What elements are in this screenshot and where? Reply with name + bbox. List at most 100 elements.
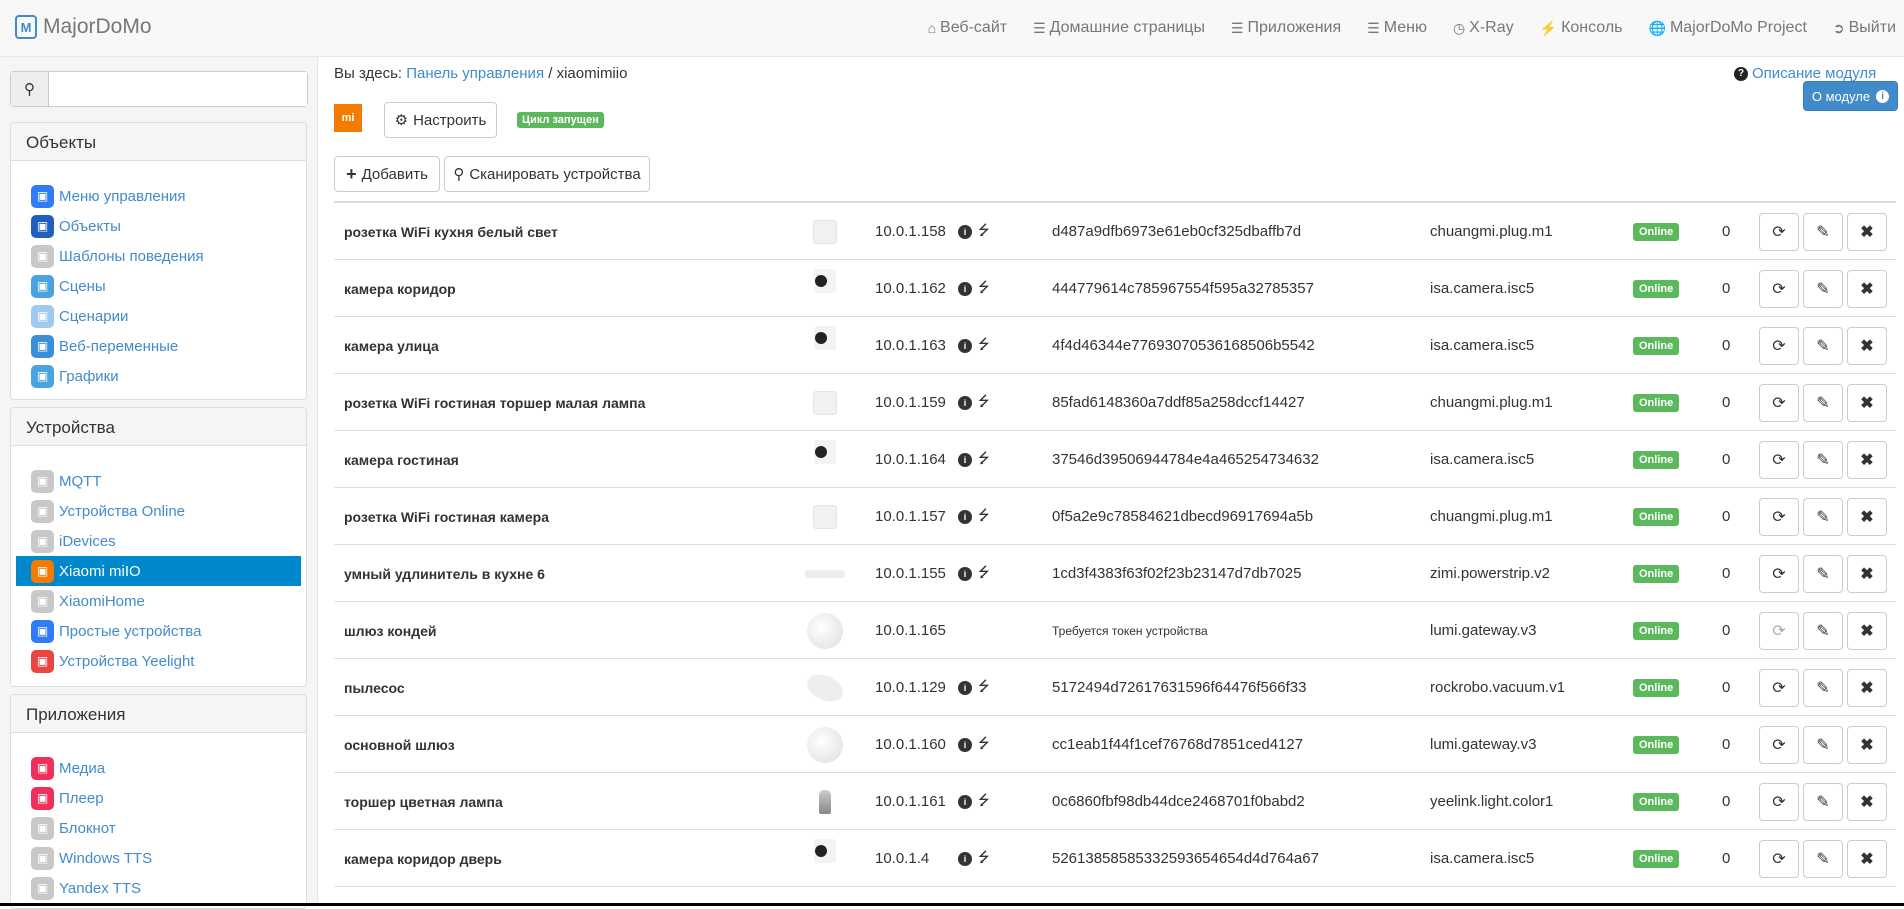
edit-button[interactable]: ✎ [1803,212,1843,251]
info-icon[interactable]: i [958,851,972,866]
edit-button[interactable]: ✎ [1803,440,1843,479]
device-name[interactable]: основной шлюз [344,736,455,753]
refresh-button[interactable]: ⟳ [1759,326,1799,365]
edit-button[interactable]: ✎ [1803,383,1843,422]
bolt-icon[interactable]: ⭍ [978,734,990,751]
bolt-icon[interactable]: ⭍ [978,791,990,808]
info-icon[interactable]: i [958,452,972,467]
device-name[interactable]: камера коридор [344,280,456,297]
sidebar-item[interactable]: ▣ Xiaomi miIO [16,556,301,586]
refresh-button[interactable]: ⟳ [1759,782,1799,821]
device-name[interactable]: умный удлинитель в кухне 6 [344,565,545,582]
bolt-icon[interactable]: ⭍ [978,221,990,238]
refresh-button[interactable]: ⟳ [1759,269,1799,308]
info-icon[interactable]: i [958,794,972,809]
info-icon[interactable]: i [958,224,972,239]
edit-button[interactable]: ✎ [1803,497,1843,536]
sidebar-item[interactable]: ▣ Устройства Online [11,496,306,526]
refresh-button[interactable]: ⟳ [1759,839,1799,878]
sidebar-item[interactable]: ▣ Медиа [11,753,306,783]
sidebar-item[interactable]: ▣ XiaomiHome [11,586,306,616]
nav-item-6[interactable]: 🌐 MajorDoMo Project [1649,19,1807,37]
bolt-icon[interactable]: ⭍ [978,677,990,694]
delete-button[interactable]: ✖ [1847,212,1887,251]
info-icon[interactable]: i [958,509,972,524]
sidebar-item[interactable]: ▣ Объекты [11,211,306,241]
bolt-icon[interactable]: ⭍ [978,563,990,580]
device-name[interactable]: камера гостиная [344,451,459,468]
refresh-button[interactable]: ⟳ [1759,554,1799,593]
delete-button[interactable]: ✖ [1847,725,1887,764]
search-input[interactable] [49,72,307,106]
about-module-button[interactable]: О модуле i [1803,81,1898,111]
delete-button[interactable]: ✖ [1847,383,1887,422]
info-icon[interactable]: i [958,338,972,353]
device-name[interactable]: камера улица [344,337,439,354]
brand[interactable]: M MajorDoMo [15,15,152,39]
edit-button[interactable]: ✎ [1803,326,1843,365]
bolt-icon[interactable]: ⭍ [978,848,990,865]
sidebar-item[interactable]: ▣ Устройства Yeelight [11,646,306,676]
module-description-link[interactable]: ? Описание модуля [1734,65,1876,82]
delete-button[interactable]: ✖ [1847,668,1887,707]
nav-item-4[interactable]: ◷ X-Ray [1453,19,1514,37]
sidebar-item[interactable]: ▣ Блокнот [11,813,306,843]
nav-item-2[interactable]: ☰ Приложения [1231,19,1341,37]
refresh-button[interactable]: ⟳ [1759,383,1799,422]
delete-button[interactable]: ✖ [1847,326,1887,365]
sidebar-item[interactable]: ▣ Плеер [11,783,306,813]
sidebar-item[interactable]: ▣ Графики [11,361,306,391]
refresh-button[interactable]: ⟳ [1759,212,1799,251]
device-name[interactable]: камера коридор дверь [344,850,502,867]
configure-button[interactable]: ⚙ Настроить [384,102,497,138]
nav-item-3[interactable]: ☰ Меню [1367,19,1427,37]
bolt-icon[interactable]: ⭍ [978,335,990,352]
device-name[interactable]: торшер цветная лампа [344,793,503,810]
delete-button[interactable]: ✖ [1847,440,1887,479]
edit-button[interactable]: ✎ [1803,668,1843,707]
info-icon[interactable]: i [958,566,972,581]
device-name[interactable]: розетка WiFi кухня белый свет [344,223,558,240]
delete-button[interactable]: ✖ [1847,554,1887,593]
bolt-icon[interactable]: ⭍ [978,278,990,295]
edit-button[interactable]: ✎ [1803,839,1843,878]
delete-button[interactable]: ✖ [1847,611,1887,650]
bolt-icon[interactable]: ⭍ [978,392,990,409]
delete-button[interactable]: ✖ [1847,782,1887,821]
sidebar-item[interactable]: ▣ Windows TTS [11,843,306,873]
breadcrumb-link-control-panel[interactable]: Панель управления [406,65,545,82]
nav-item-1[interactable]: ☰ Домашние страницы [1033,19,1205,37]
sidebar-item[interactable]: ▣ MQTT [11,466,306,496]
sidebar-item[interactable]: ▣ Простые устройства [11,616,306,646]
edit-button[interactable]: ✎ [1803,725,1843,764]
device-name[interactable]: розетка WiFi гостиная торшер малая лампа [344,394,646,411]
info-icon[interactable]: i [958,737,972,752]
device-name[interactable]: шлюз кондей [344,622,437,639]
info-icon[interactable]: i [958,680,972,695]
sidebar-item[interactable]: ▣ Меню управления [11,181,306,211]
sidebar-item[interactable]: ▣ Веб-переменные [11,331,306,361]
bolt-icon[interactable]: ⭍ [978,449,990,466]
sidebar-item[interactable]: ▣ Yandex TTS [11,873,306,903]
search-icon[interactable]: ⚲ [11,72,49,106]
info-icon[interactable]: i [958,395,972,410]
delete-button[interactable]: ✖ [1847,839,1887,878]
scan-devices-button[interactable]: ⚲ Сканировать устройства [444,156,650,192]
delete-button[interactable]: ✖ [1847,269,1887,308]
nav-item-7[interactable]: ➲ Выйти [1833,19,1896,37]
bolt-icon[interactable]: ⭍ [978,506,990,523]
refresh-button[interactable]: ⟳ [1759,440,1799,479]
refresh-button[interactable]: ⟳ [1759,725,1799,764]
delete-button[interactable]: ✖ [1847,497,1887,536]
edit-button[interactable]: ✎ [1803,554,1843,593]
sidebar-item[interactable]: ▣ iDevices [11,526,306,556]
sidebar-item[interactable]: ▣ Сценарии [11,301,306,331]
refresh-button[interactable]: ⟳ [1759,668,1799,707]
edit-button[interactable]: ✎ [1803,782,1843,821]
info-icon[interactable]: i [958,281,972,296]
sidebar-item[interactable]: ▣ Шаблоны поведения [11,241,306,271]
nav-item-0[interactable]: ⌂ Веб-сайт [928,19,1008,37]
device-name[interactable]: пылесос [344,679,405,696]
edit-button[interactable]: ✎ [1803,611,1843,650]
sidebar-item[interactable]: ▣ Сцены [11,271,306,301]
